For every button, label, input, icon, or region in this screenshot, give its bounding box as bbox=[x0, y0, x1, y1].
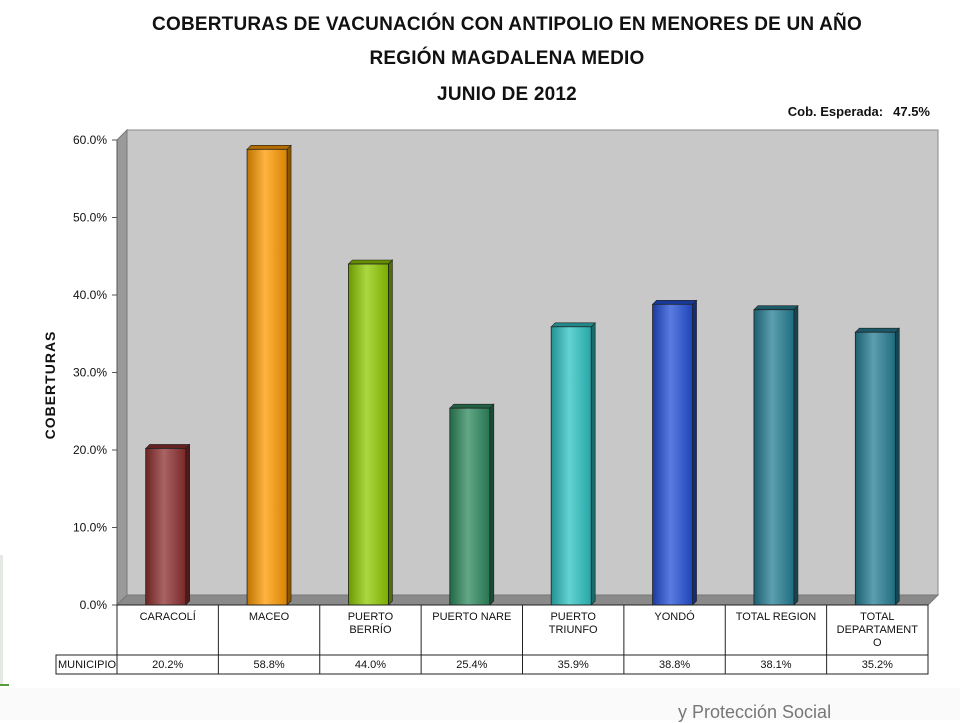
left-decoration bbox=[0, 555, 3, 685]
y-tick-label: 10.0% bbox=[73, 521, 107, 535]
bar-top bbox=[144, 444, 191, 449]
expected-coverage: Cob. Esperada: 47.5% bbox=[788, 104, 930, 119]
bar bbox=[348, 263, 389, 606]
plot-floor bbox=[115, 594, 940, 606]
data-label: 58.8% bbox=[253, 659, 284, 671]
bar-top bbox=[550, 322, 596, 328]
category-label: YONDÓ bbox=[654, 610, 695, 623]
category-label: PUERTO bbox=[550, 611, 596, 623]
bar-side bbox=[489, 403, 495, 606]
bar-top bbox=[449, 403, 495, 409]
y-tick-label: 50.0% bbox=[73, 211, 107, 225]
bar-top bbox=[246, 145, 292, 150]
category-label: BERRÍO bbox=[349, 623, 392, 636]
left-green-accent bbox=[0, 684, 9, 686]
category-label: MACEO bbox=[249, 611, 290, 623]
y-tick-label: 20.0% bbox=[73, 443, 107, 457]
bar-side bbox=[185, 443, 190, 606]
bar-top bbox=[753, 305, 799, 311]
bar-top bbox=[651, 299, 698, 305]
bar-side bbox=[388, 259, 393, 606]
data-label: 35.9% bbox=[558, 659, 589, 671]
category-label: TOTAL REGION bbox=[736, 611, 817, 623]
data-label: 35.2% bbox=[862, 659, 893, 671]
bar bbox=[652, 303, 693, 606]
category-label: DEPARTAMENT bbox=[837, 624, 919, 636]
y-tick-label: 0.0% bbox=[80, 598, 108, 612]
expected-coverage-value: 47.5% bbox=[893, 104, 930, 119]
data-label: 44.0% bbox=[355, 659, 386, 671]
bar-side bbox=[692, 299, 697, 606]
bar-top bbox=[854, 327, 901, 333]
data-label: 25.4% bbox=[456, 659, 487, 671]
bar bbox=[145, 448, 187, 606]
bar bbox=[854, 331, 896, 606]
expected-coverage-label: Cob. Esperada: bbox=[787, 104, 884, 119]
category-label: PUERTO NARE bbox=[432, 611, 511, 623]
bar-side bbox=[590, 322, 596, 606]
row-label: MUNICIPIO bbox=[58, 659, 117, 671]
bar bbox=[753, 309, 795, 606]
data-label: 20.2% bbox=[152, 659, 183, 671]
category-label: O bbox=[873, 637, 882, 649]
y-tick-label: 60.0% bbox=[73, 133, 107, 147]
category-label: TOTAL bbox=[860, 611, 894, 623]
data-label: 38.8% bbox=[659, 659, 690, 671]
bar-side bbox=[895, 327, 900, 606]
y-tick-label: 40.0% bbox=[73, 288, 107, 302]
bar-side bbox=[286, 144, 292, 606]
category-label: CARACOLÍ bbox=[140, 610, 197, 623]
data-label: 38.1% bbox=[760, 659, 791, 671]
chart-date: JUNIO DE 2012 bbox=[437, 84, 577, 105]
bar bbox=[449, 407, 491, 606]
y-tick-label: 30.0% bbox=[73, 366, 107, 380]
chart-title: COBERTURAS DE VACUNACIÓN CON ANTIPOLIO E… bbox=[152, 14, 862, 35]
footer-text: y Protección Social bbox=[678, 702, 832, 722]
bar-top bbox=[347, 259, 394, 265]
category-label: PUERTO bbox=[348, 611, 394, 623]
plot-side-wall bbox=[116, 128, 128, 607]
category-label: TRIUNFO bbox=[549, 624, 598, 636]
chart-subtitle: REGIÓN MAGDALENA MEDIO bbox=[369, 48, 645, 69]
bar-side bbox=[793, 305, 799, 606]
bar bbox=[246, 148, 288, 606]
footer-band bbox=[0, 688, 960, 720]
value-row bbox=[55, 654, 929, 675]
bar bbox=[550, 326, 592, 606]
